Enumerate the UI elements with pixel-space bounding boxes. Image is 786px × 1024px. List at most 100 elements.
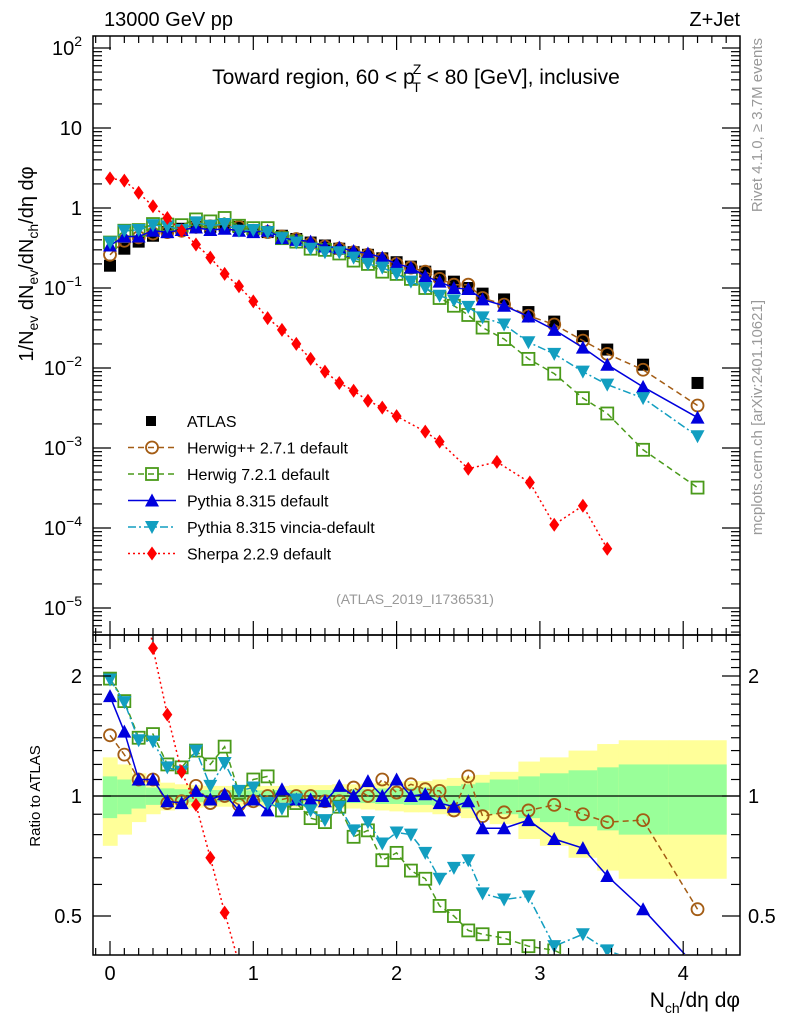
ratio-point <box>274 782 289 796</box>
data-point <box>637 358 650 371</box>
band-inner <box>117 779 132 815</box>
data-point <box>145 219 160 233</box>
data-point <box>389 267 404 281</box>
ratio-point <box>105 359 115 373</box>
ratio-point <box>601 972 613 984</box>
data-point <box>636 442 650 457</box>
ratio-point <box>575 841 590 855</box>
ratio-point <box>475 821 490 835</box>
analysis-watermark: (ATLAS_2019_I1736531) <box>336 591 494 607</box>
series-pythia-8-315-vincia-default <box>103 216 705 444</box>
ratio-y-tick-label-right: 2 <box>748 666 759 688</box>
ratio-point <box>600 815 615 830</box>
data-point <box>217 218 232 232</box>
ratio-point <box>160 794 175 808</box>
data-point <box>334 375 345 390</box>
data-point <box>389 256 404 270</box>
ratio-point <box>289 793 304 807</box>
data-point <box>233 279 244 294</box>
ratio-point <box>346 789 361 802</box>
ratio-point <box>403 789 418 802</box>
axis-ticks <box>93 36 740 955</box>
ratio-point <box>246 781 261 795</box>
ratio-point <box>461 769 476 784</box>
legend-marker <box>145 493 159 507</box>
data-point <box>497 332 511 346</box>
top-right-label: Z+Jet <box>689 9 740 31</box>
series-pythia-8-315-default <box>103 220 705 424</box>
data-point <box>103 236 117 250</box>
ratio-point <box>418 871 433 886</box>
data-point <box>432 274 447 288</box>
ratio-panel-frame <box>92 634 741 956</box>
ratio-point <box>547 832 562 846</box>
series-line <box>109 177 608 550</box>
data-point <box>403 275 418 289</box>
ratio-point <box>219 905 230 920</box>
ratio-point <box>260 797 275 811</box>
data-point <box>547 366 562 381</box>
y-tick-label: 10−5 <box>44 593 82 620</box>
data-point <box>105 171 115 186</box>
data-point <box>188 216 203 230</box>
y-axis-title-ratio: Ratio to ATLAS <box>27 745 44 846</box>
ratio-line <box>150 636 238 954</box>
data-point <box>521 336 536 350</box>
ratio-point <box>521 813 536 827</box>
data-point <box>446 281 461 294</box>
ratio-point <box>389 785 404 800</box>
ratio-point <box>360 774 375 788</box>
x-tick-label: 0 <box>104 963 115 985</box>
ratio-point <box>103 728 117 743</box>
data-point <box>602 541 613 556</box>
ratio-point <box>475 887 490 901</box>
ratio-point <box>690 902 705 917</box>
ratio-point <box>577 958 589 970</box>
ratio-point <box>389 845 404 860</box>
legend-entry: Sherpa 2.2.9 default <box>128 546 332 564</box>
legend: ATLAS Herwig++ 2.7.1 default Herwig 7.2.1 … <box>128 414 375 564</box>
data-point <box>600 357 615 371</box>
ratio-point <box>446 861 461 875</box>
ratio-line <box>109 734 699 910</box>
ratio-point <box>231 803 246 817</box>
panel-title: Toward region, 60 < pZ T < 80 [GeV], incl… <box>212 61 620 95</box>
mcplots-label: mcplots.cern.ch [arXiv:2401.10621] <box>749 300 766 535</box>
ratio-point <box>475 927 490 942</box>
y-tick-label: 10−4 <box>44 513 82 540</box>
ratio-y-tick-label-right: 0.5 <box>748 906 776 928</box>
data-point <box>690 430 705 444</box>
data-point <box>377 400 388 415</box>
data-point <box>274 232 289 246</box>
ratio-point <box>447 909 461 923</box>
ratio-point <box>361 789 375 803</box>
y-tick-label: 10−1 <box>44 273 82 300</box>
ratio-point <box>117 696 132 710</box>
data-point <box>636 379 651 393</box>
data-point <box>576 330 589 343</box>
ratio-point <box>575 928 590 942</box>
legend-label: Herwig 7.2.1 default <box>187 467 330 484</box>
ratio-point <box>317 794 332 808</box>
data-point <box>432 289 447 303</box>
y-tick-label: 1 <box>71 198 82 220</box>
ratio-point <box>461 854 476 868</box>
data-point <box>133 185 144 200</box>
data-point <box>317 246 332 260</box>
ratio-point <box>203 792 218 806</box>
ratio-point <box>389 772 404 786</box>
data-point <box>497 318 512 332</box>
band-inner <box>618 764 670 835</box>
ratio-point <box>217 756 232 770</box>
ratio-point <box>521 890 536 904</box>
data-point <box>117 224 132 238</box>
ratio-line <box>109 679 620 954</box>
ratio-point <box>203 757 218 772</box>
series-line <box>109 217 698 489</box>
data-point <box>446 294 461 308</box>
data-point <box>575 340 590 354</box>
data-point <box>346 251 361 265</box>
ratio-point <box>162 707 173 722</box>
ratio-point <box>432 872 447 886</box>
data-point <box>348 383 359 398</box>
